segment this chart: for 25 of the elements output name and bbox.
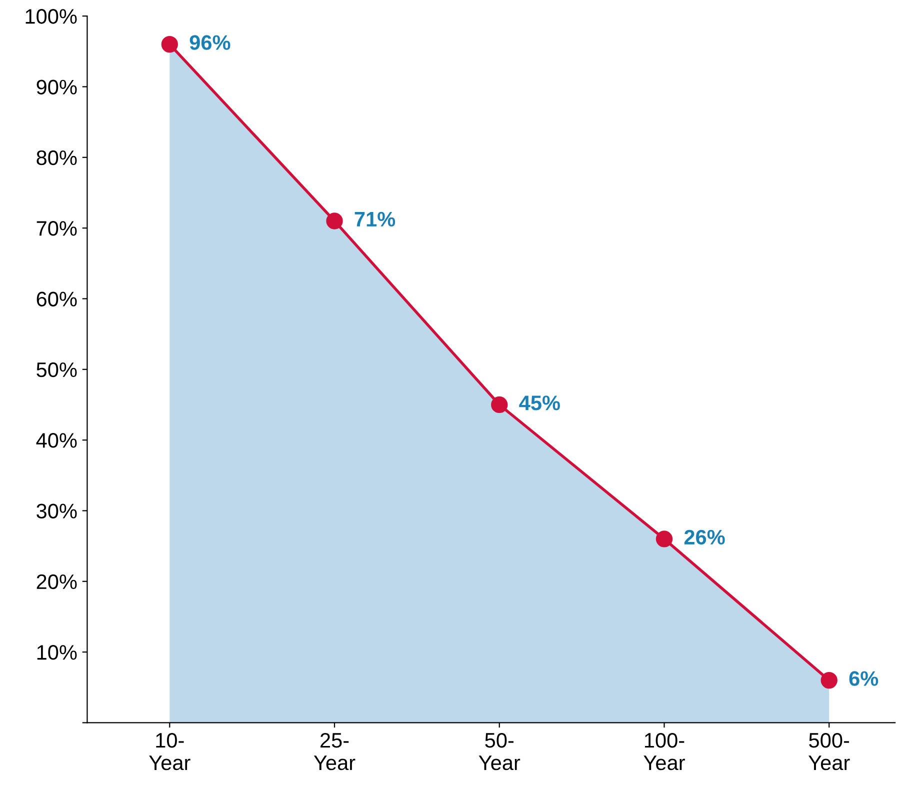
point: [820, 672, 838, 689]
y-tick-label: 40%: [36, 433, 77, 448]
y-tick-label: 90%: [36, 80, 77, 94]
x-tick-label: 100- Year: [644, 732, 685, 770]
x-tick-label: 500- Year: [808, 732, 850, 770]
y-tick-label: 100%: [26, 9, 77, 24]
point: [656, 530, 673, 548]
data-label: 26%: [684, 530, 725, 545]
data-label: 45%: [519, 396, 560, 410]
point: [326, 212, 343, 230]
point: [491, 396, 508, 414]
data-label: 6%: [849, 671, 878, 686]
x-tick-label: 25- Year: [314, 732, 356, 770]
y-tick-label: 10%: [37, 645, 77, 660]
point: [161, 36, 178, 53]
x-tick-label: 50- Year: [478, 732, 520, 770]
y-tick-label: 80%: [36, 150, 77, 166]
data-label: 96%: [190, 35, 230, 50]
y-tick-label: 60%: [36, 292, 77, 306]
x-tick-label: 10- Year: [149, 732, 190, 770]
y-tick-label: 70%: [36, 221, 77, 236]
y-tick-label: 20%: [36, 574, 77, 590]
data-label: 71%: [354, 212, 396, 227]
y-tick-label: 50%: [36, 362, 77, 378]
y-tick-label: 30%: [36, 504, 77, 518]
